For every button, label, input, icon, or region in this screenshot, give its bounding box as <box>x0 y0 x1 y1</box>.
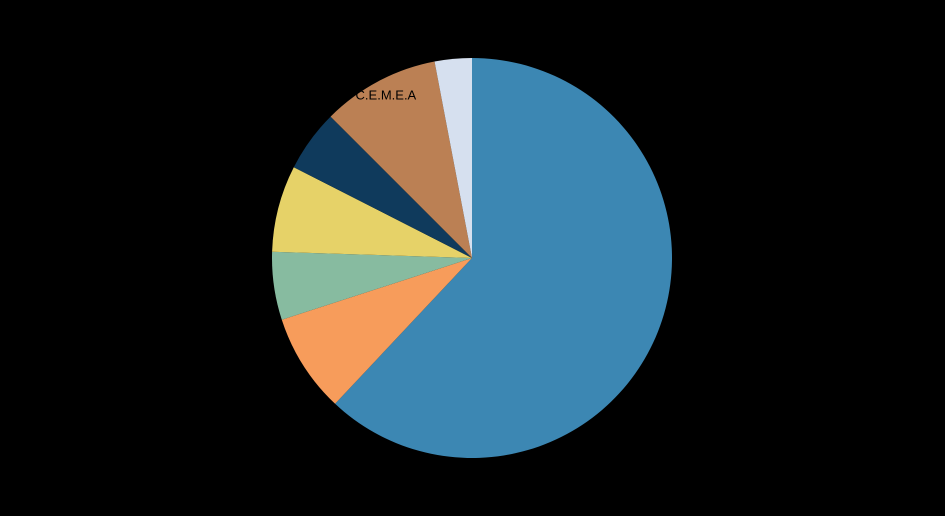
pie-svg <box>0 0 945 516</box>
pie-chart: C.E.M.E.A <box>0 0 945 516</box>
